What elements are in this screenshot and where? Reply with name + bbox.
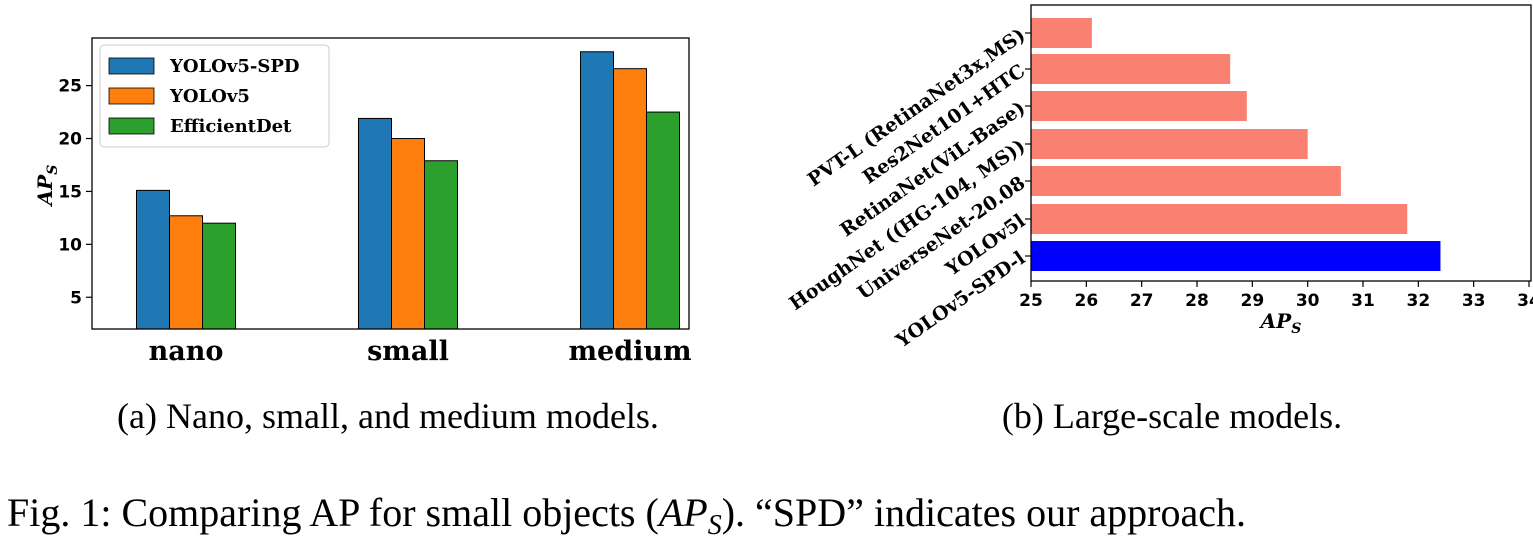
chart-a: 5 10 15 20 25 nano small medium APS YOLOv5-SPD… xyxy=(33,37,692,436)
bar-efficientdet-medium xyxy=(646,111,680,330)
ytick-label-20: 20 xyxy=(58,130,82,150)
xtick-label-medium: medium xyxy=(568,336,691,367)
bar-yolov5-small xyxy=(391,138,425,330)
ytick-label-5: 5 xyxy=(70,288,82,308)
hbar-pvt-l-retinanet3x-ms xyxy=(1031,18,1092,48)
bar-yolov5-nano xyxy=(169,215,203,330)
hbar-universenet-20-08 xyxy=(1031,166,1341,196)
xtick-label-25: 25 xyxy=(1019,291,1043,311)
bar-yolov5-spd-medium xyxy=(580,51,614,330)
xtick-label-31: 31 xyxy=(1351,291,1375,311)
legend-swatch-yolov5-spd xyxy=(108,57,155,75)
figure-caption: Fig. 1: Comparing AP for small objects (… xyxy=(7,490,1246,539)
xtick-label-28: 28 xyxy=(1185,291,1209,311)
legend-label-efficientdet: EfficientDet xyxy=(170,116,292,137)
hbar-res2net101-htc xyxy=(1031,54,1231,84)
legend-frame xyxy=(99,44,330,148)
legend-label-yolov5: YOLOv5 xyxy=(169,86,250,107)
bar-efficientdet-small xyxy=(424,160,458,330)
chart-b: 25262728293031323334 PVT-L (RetinaNet3x,… xyxy=(785,4,1533,436)
caption-a: (a) Nano, small, and medium models. xyxy=(117,396,659,436)
ytick-label-25: 25 xyxy=(58,77,82,97)
hbar-houghnet-hg-104-ms xyxy=(1031,129,1308,159)
xtick-label-34: 34 xyxy=(1517,291,1533,311)
legend-swatch-yolov5 xyxy=(108,87,155,105)
ytick-label-10: 10 xyxy=(58,235,82,255)
legend-label-yolov5-spd: YOLOv5-SPD xyxy=(169,56,299,77)
xtick-label-29: 29 xyxy=(1240,291,1264,311)
xtick-label-30: 30 xyxy=(1296,291,1320,311)
xtick-label-nano: nano xyxy=(149,336,224,367)
caption-b: (b) Large-scale models. xyxy=(1002,396,1342,436)
hbar-retinanet-vil-base xyxy=(1031,91,1247,121)
chart-b-axes-frame xyxy=(1030,4,1532,282)
chart-a-ylabel: APS xyxy=(33,165,61,208)
xtick-label-32: 32 xyxy=(1406,291,1430,311)
xtick-label-33: 33 xyxy=(1462,291,1486,311)
chart-a-legend: YOLOv5-SPD YOLOv5 EfficientDet xyxy=(99,44,330,148)
xtick-label-small: small xyxy=(367,336,449,367)
bar-efficientdet-nano xyxy=(202,222,236,330)
bar-yolov5-spd-small xyxy=(358,117,392,330)
hbar-yolov5l xyxy=(1031,204,1408,234)
xtick-label-27: 27 xyxy=(1130,291,1154,311)
hbar-yolov5-spd-l xyxy=(1031,241,1441,271)
xtick-label-26: 26 xyxy=(1074,291,1098,311)
bar-yolov5-medium xyxy=(613,68,647,330)
legend-swatch-efficientdet xyxy=(108,117,155,135)
chart-b-xlabel: APS xyxy=(1259,309,1302,337)
chart-a-axes-frame xyxy=(91,37,690,330)
ytick-label-15: 15 xyxy=(58,182,82,202)
bar-yolov5-spd-nano xyxy=(136,189,170,330)
